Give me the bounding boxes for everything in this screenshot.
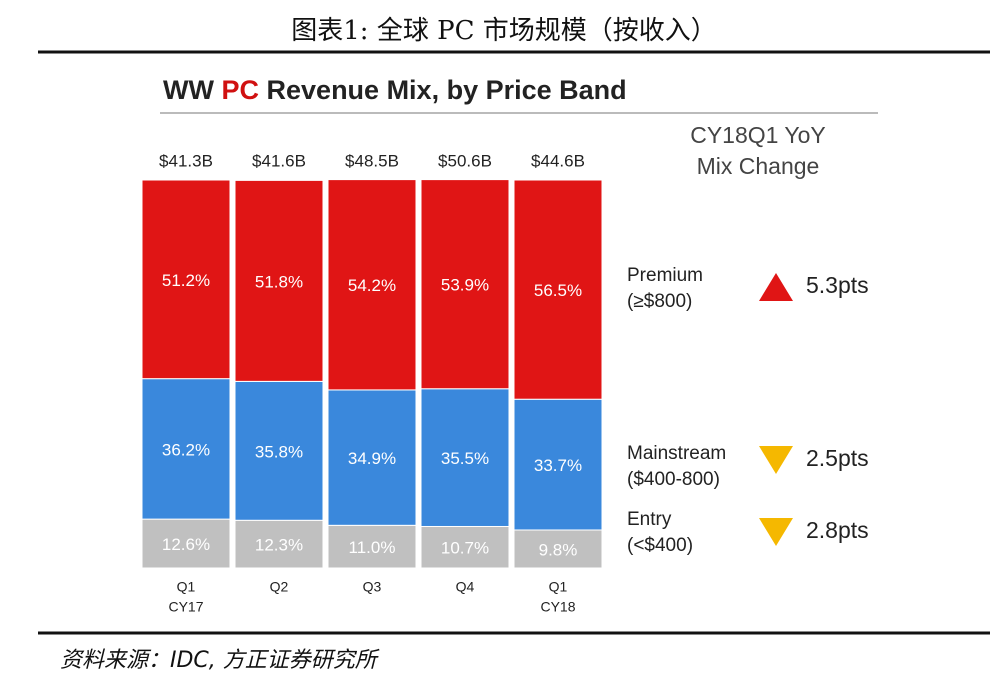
page-title: 图表1: 全球 PC 市场规模（按收入） [291,16,716,46]
bar-segment [234,179,324,382]
bar-segment [141,518,231,569]
bar-segment [420,388,510,527]
value-label: 54.2% [348,276,396,295]
title-part: PC [221,75,259,105]
x-tick-label: CY17 [168,599,203,615]
chart-title: WW PC Revenue Mix, by Price Band [163,75,627,105]
change-title: Mix Change [697,153,820,179]
value-label: 36.2% [162,440,210,459]
x-tick-label: Q4 [456,579,475,595]
value-label: 34.9% [348,449,396,468]
title-part: WW [163,75,214,105]
total-label: $44.6B [531,151,585,170]
value-label: 12.6% [162,535,210,554]
bar-segment [513,179,603,400]
x-tick-label: Q2 [270,579,289,595]
bar-segment [420,179,510,390]
change-title: CY18Q1 YoY [690,122,826,148]
value-label: 35.5% [441,449,489,468]
x-tick-label: Q1 [549,579,568,595]
bar-segment [234,519,324,569]
bar-segment [327,524,417,569]
change-label: 5.3pts [806,272,869,298]
change-label: 2.5pts [806,445,869,471]
source: 资料来源：IDC, 方正证券研究所 [60,648,380,673]
value-label: 51.8% [255,272,303,291]
value-label: 33.7% [534,456,582,475]
x-tick-label: Q3 [363,579,382,595]
x-tick-label: Q1 [177,579,196,595]
value-label: 56.5% [534,281,582,300]
change-arrow [759,273,793,301]
value-label: 12.3% [255,536,303,555]
value-label: 51.2% [162,271,210,290]
value-label: 35.8% [255,442,303,461]
total-label: $41.6B [252,151,306,170]
total-label: $48.5B [345,151,399,170]
value-label: 11.0% [349,538,396,557]
bar-segment [513,529,603,569]
bar-segment [234,380,324,521]
legend-label: Premium [627,265,703,286]
change-arrow [759,518,793,546]
bar-segment [141,179,231,380]
bar-segment [327,179,417,391]
x-tick-label: CY18 [540,599,575,615]
value-label: 9.8% [539,540,578,559]
title-part: Revenue Mix, by Price Band [267,75,627,105]
legend-label: ($400-800) [627,469,720,490]
legend-label: (≥$800) [627,291,692,312]
legend-label: Mainstream [627,443,726,464]
value-label: 10.7% [441,539,489,558]
bar-segment [327,389,417,526]
total-label: $50.6B [438,151,492,170]
legend-label: Entry [627,509,672,530]
legend-label: (<$400) [627,535,693,556]
change-arrow [759,446,793,474]
bar-segment [513,398,603,531]
total-label: $41.3B [159,151,213,170]
change-label: 2.8pts [806,517,869,543]
value-label: 53.9% [441,276,489,295]
